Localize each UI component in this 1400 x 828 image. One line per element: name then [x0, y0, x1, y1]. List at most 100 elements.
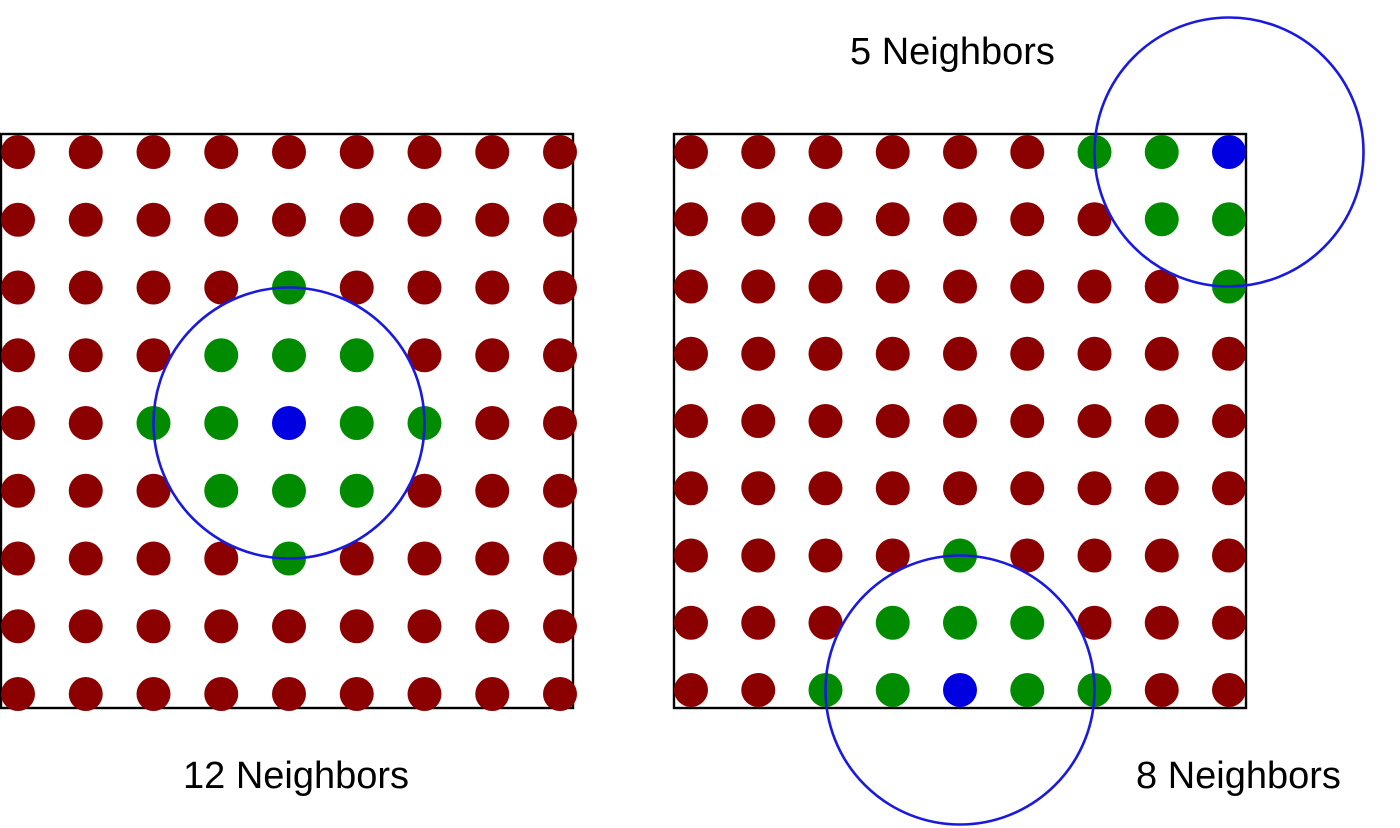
other-point	[136, 541, 171, 576]
other-point	[1144, 538, 1179, 573]
other-point	[1010, 538, 1045, 573]
other-point	[204, 609, 239, 644]
neighborhood-radius-circle	[152, 286, 426, 560]
other-point	[741, 538, 776, 573]
other-point	[204, 202, 239, 237]
other-point	[674, 202, 708, 237]
other-point	[475, 473, 510, 508]
neighbor-point	[204, 338, 239, 373]
other-point	[1, 541, 35, 576]
other-point	[339, 135, 374, 169]
neighborhood-radius-circle	[1093, 16, 1365, 288]
other-point	[1212, 404, 1246, 438]
other-point	[68, 677, 103, 711]
other-point	[543, 609, 577, 644]
interior-neighbors-caption: 12 Neighbors	[183, 755, 410, 797]
other-point	[741, 605, 776, 640]
other-point	[875, 135, 910, 169]
other-point	[1077, 202, 1112, 237]
other-point	[1077, 471, 1112, 506]
neighbor-point	[1144, 202, 1179, 237]
other-point	[543, 135, 577, 169]
other-point	[407, 541, 442, 576]
other-point	[1010, 135, 1045, 169]
other-point	[741, 673, 776, 707]
other-point	[272, 135, 306, 169]
other-point	[543, 541, 577, 576]
other-point	[1077, 538, 1112, 573]
neighborhood-radius-circle	[824, 554, 1096, 826]
neighbor-point	[272, 338, 306, 373]
other-point	[1144, 673, 1179, 707]
neighbor-point	[339, 338, 374, 373]
other-point	[543, 338, 577, 373]
other-point	[1, 270, 35, 305]
corner-neighbors-caption: 5 Neighbors	[850, 31, 1055, 73]
other-point	[543, 406, 577, 440]
other-point	[1212, 336, 1246, 371]
other-point	[475, 270, 510, 305]
other-point	[1, 135, 35, 169]
other-point	[1212, 673, 1246, 707]
other-point	[136, 677, 171, 711]
other-point	[407, 338, 442, 373]
neighbor-point	[875, 605, 910, 640]
other-point	[1144, 605, 1179, 640]
other-point	[407, 135, 442, 169]
other-point	[808, 471, 843, 506]
center-point	[272, 406, 306, 440]
other-point	[475, 609, 510, 644]
other-point	[1077, 269, 1112, 304]
other-point	[475, 406, 510, 440]
other-point	[875, 538, 910, 573]
other-point	[1010, 404, 1045, 438]
other-point	[1077, 605, 1112, 640]
other-point	[68, 338, 103, 373]
other-point	[543, 270, 577, 305]
other-point	[339, 609, 374, 644]
other-point	[808, 202, 843, 237]
other-point	[204, 677, 239, 711]
other-point	[808, 269, 843, 304]
neighbor-point	[1010, 605, 1045, 640]
other-point	[875, 471, 910, 506]
other-point	[407, 270, 442, 305]
other-point	[943, 269, 977, 304]
neighbor-point	[875, 673, 910, 707]
neighbor-point	[1144, 135, 1179, 169]
other-point	[674, 538, 708, 573]
other-point	[204, 270, 239, 305]
other-point	[407, 609, 442, 644]
other-point	[68, 270, 103, 305]
other-point	[1010, 202, 1045, 237]
other-point	[136, 270, 171, 305]
other-point	[136, 473, 171, 508]
other-point	[204, 135, 239, 169]
other-point	[272, 677, 306, 711]
other-point	[674, 336, 708, 371]
other-point	[808, 605, 843, 640]
other-point	[1212, 471, 1246, 506]
other-point	[339, 677, 374, 711]
other-point	[1010, 269, 1045, 304]
other-point	[543, 677, 577, 711]
neighbor-point	[1010, 673, 1045, 707]
other-point	[875, 336, 910, 371]
other-point	[136, 202, 171, 237]
other-point	[68, 135, 103, 169]
other-point	[1, 338, 35, 373]
other-point	[875, 404, 910, 438]
other-point	[1010, 336, 1045, 371]
other-point	[68, 406, 103, 440]
center-point	[1212, 135, 1246, 169]
other-point	[808, 538, 843, 573]
other-point	[272, 609, 306, 644]
other-point	[943, 336, 977, 371]
other-point	[808, 404, 843, 438]
other-point	[1, 406, 35, 440]
other-point	[1144, 336, 1179, 371]
neighbor-point	[339, 406, 374, 440]
neighbor-point	[204, 473, 239, 508]
other-point	[674, 673, 708, 707]
